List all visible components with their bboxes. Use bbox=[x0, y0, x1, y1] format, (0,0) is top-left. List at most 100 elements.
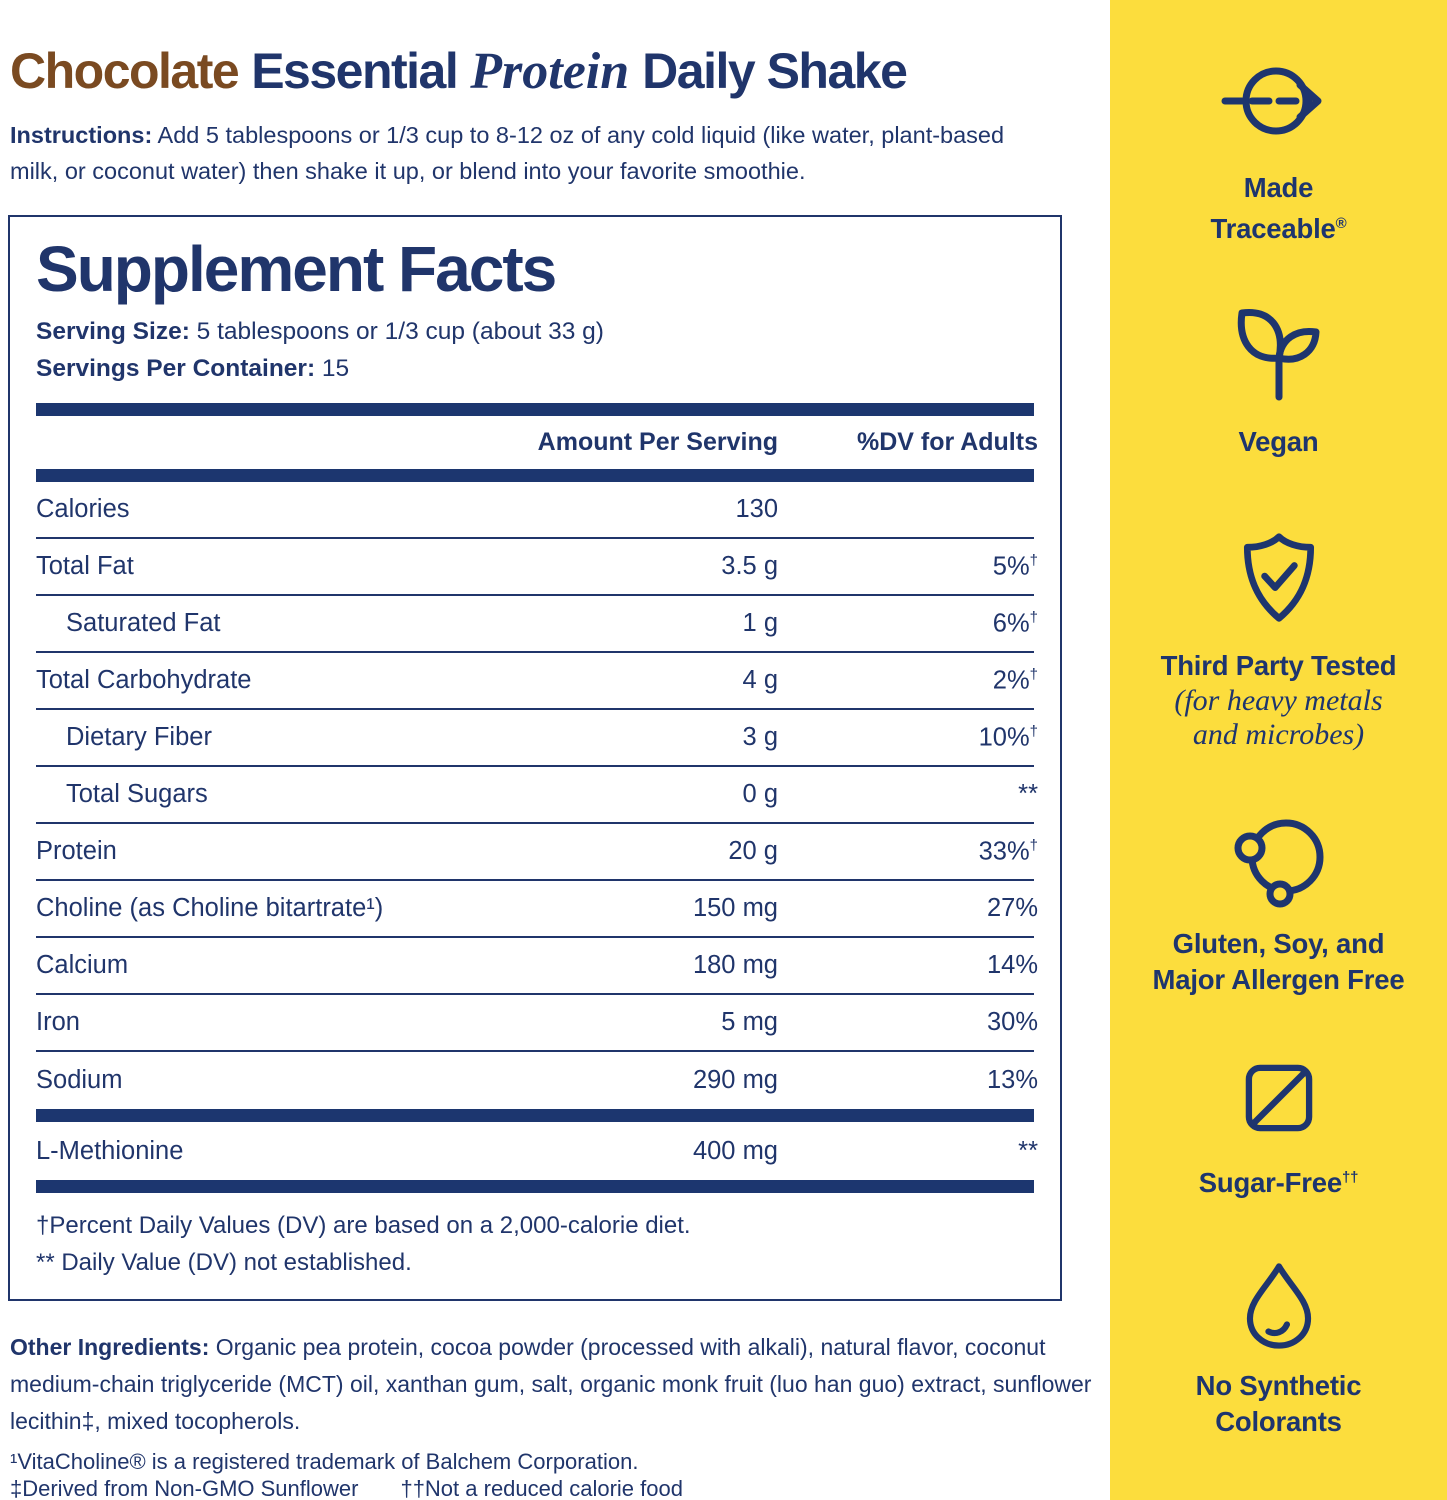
fact-row: Protein 20 g 33%† bbox=[36, 824, 1038, 881]
title-part2: Essential bbox=[251, 43, 459, 99]
facts-rows: Calories 130 Total Fat 3.5 g 5%† Saturated Fa… bbox=[36, 482, 1038, 1109]
serving-size-line: Serving Size: 5 tablespoons or 1/3 cup (… bbox=[36, 313, 1034, 350]
supplement-facts-heading: Supplement Facts bbox=[36, 233, 557, 305]
page-title: Chocolate Essential Protein Daily Shake bbox=[10, 42, 1110, 101]
footnote-daily-values: †Percent Daily Values (DV) are based on … bbox=[36, 1212, 691, 1239]
allergen-free-icon bbox=[1110, 810, 1447, 910]
badge-sublabel: and microbes) bbox=[1192, 718, 1365, 751]
vegan-icon bbox=[1110, 296, 1447, 402]
calorie-note: ††Not a reduced calorie food bbox=[400, 1476, 683, 1500]
fact-dv: 14% bbox=[986, 951, 1038, 979]
vitacholine-trademark-note: ¹VitaCholine® is a registered trademark … bbox=[10, 1449, 639, 1474]
fact-dv: 33%† bbox=[978, 836, 1038, 866]
title-part3: Protein bbox=[470, 43, 630, 100]
facts-footnotes: †Percent Daily Values (DV) are based on … bbox=[36, 1207, 1034, 1281]
sugar-free-icon bbox=[1110, 1062, 1447, 1134]
badge-allergen-free: Gluten, Soy, and Major Allergen Free bbox=[1110, 810, 1447, 998]
serving-info: Serving Size: 5 tablespoons or 1/3 cup (… bbox=[36, 313, 1034, 387]
fact-amount: 1 g bbox=[742, 609, 778, 637]
sunflower-note: ‡Derived from Non-GMO Sunflower bbox=[10, 1476, 359, 1500]
fact-row: Dietary Fiber 3 g 10%† bbox=[36, 710, 1038, 767]
badge-sublabel: (for heavy metals bbox=[1174, 684, 1383, 717]
badge-label: Vegan bbox=[1238, 426, 1319, 457]
divider-bar bbox=[36, 403, 1034, 416]
fact-label: Calcium bbox=[36, 951, 129, 979]
fact-amount: 130 bbox=[735, 495, 778, 523]
fact-amount: 180 mg bbox=[692, 951, 778, 979]
fact-dv: 27% bbox=[986, 894, 1038, 922]
fact-row: Iron 5 mg 30% bbox=[36, 995, 1038, 1052]
label-content: Chocolate Essential Protein Daily Shake Ins… bbox=[8, 42, 1110, 1500]
badge-label: Made bbox=[1243, 172, 1314, 203]
badge-label: Major Allergen Free bbox=[1152, 964, 1405, 995]
fact-row: Total Sugars 0 g ** bbox=[36, 767, 1038, 824]
servings-per-container-line: Servings Per Container: 15 bbox=[36, 350, 1034, 387]
fact-amount: 400 mg bbox=[692, 1136, 778, 1165]
fact-amount: 5 mg bbox=[721, 1008, 778, 1036]
title-flavor: Chocolate bbox=[10, 43, 240, 99]
servings-label: Servings Per Container: bbox=[36, 355, 316, 382]
column-header-amount: Amount Per Serving bbox=[537, 428, 778, 456]
fact-amount: 3.5 g bbox=[721, 552, 778, 580]
footnote-dv-not-established: ** Daily Value (DV) not established. bbox=[36, 1249, 412, 1276]
fact-dv: 30% bbox=[986, 1008, 1038, 1036]
fact-label: Calories bbox=[36, 495, 130, 523]
badge-no-synthetic-colorants: No Synthetic Colorants bbox=[1110, 1262, 1447, 1440]
fact-label: Choline (as Choline bitartrate¹) bbox=[36, 894, 384, 922]
facts-column-headers: Amount Per Serving %DV for Adults bbox=[36, 416, 1038, 469]
footnote-symbols-line: ‡Derived from Non-GMO Sunflower ††Not a r… bbox=[10, 1475, 1110, 1500]
fact-row: L-Methionine 400 mg ** bbox=[36, 1122, 1038, 1180]
column-header-dv: %DV for Adults bbox=[856, 428, 1038, 456]
badge-label: Traceable® bbox=[1210, 213, 1347, 245]
fact-label: Iron bbox=[36, 1008, 80, 1036]
other-ingredients-body: Organic pea protein, cocoa powder (proce… bbox=[10, 1334, 1092, 1434]
title-part4: Daily Shake bbox=[642, 43, 908, 99]
fact-dv: ** bbox=[1018, 780, 1038, 808]
fact-label: Saturated Fat bbox=[66, 609, 221, 637]
instructions-body: Add 5 tablespoons or 1/3 cup to 8-12 oz … bbox=[10, 122, 1005, 184]
divider-bar bbox=[36, 1180, 1034, 1193]
third-party-tested-icon bbox=[1110, 530, 1447, 626]
fact-dv: 6%† bbox=[992, 608, 1038, 638]
fact-label: Sodium bbox=[36, 1066, 123, 1094]
fact-label: Total Carbohydrate bbox=[36, 666, 252, 694]
badge-label: Sugar-Free†† bbox=[1198, 1167, 1359, 1199]
fact-row: Calories 130 bbox=[36, 482, 1034, 539]
fact-label: Dietary Fiber bbox=[66, 723, 212, 751]
badge-vegan: Vegan bbox=[1110, 296, 1447, 460]
fact-row: Total Fat 3.5 g 5%† bbox=[36, 539, 1038, 596]
no-synthetic-colorants-icon bbox=[1110, 1262, 1447, 1350]
fact-amount: 290 mg bbox=[692, 1066, 778, 1094]
badge-label: Gluten, Soy, and bbox=[1172, 928, 1385, 959]
fact-row: Total Carbohydrate 4 g 2%† bbox=[36, 653, 1038, 710]
supplement-facts-panel: Supplement Facts Serving Size: 5 tablesp… bbox=[8, 215, 1062, 1301]
made-traceable-icon bbox=[1110, 58, 1447, 144]
other-ingredients-label: Other Ingredients: bbox=[10, 1334, 210, 1360]
fact-label: Protein bbox=[36, 837, 117, 865]
instructions-label: Instructions: bbox=[10, 122, 153, 148]
badge-label: No Synthetic bbox=[1195, 1370, 1362, 1401]
servings-value: 15 bbox=[321, 355, 350, 382]
fact-dv: 10%† bbox=[978, 722, 1038, 752]
fact-row: Saturated Fat 1 g 6%† bbox=[36, 596, 1038, 653]
benefits-sidebar: Made Traceable® Vegan Third Party Tested (fo… bbox=[1110, 0, 1447, 1500]
other-ingredients: Other Ingredients: Organic pea protein, … bbox=[10, 1329, 1102, 1440]
fact-amount: 4 g bbox=[742, 666, 778, 694]
fact-dv: 2%† bbox=[992, 665, 1038, 695]
fact-row: Sodium 290 mg 13% bbox=[36, 1052, 1038, 1109]
badge-label: Third Party Tested bbox=[1160, 650, 1397, 681]
fact-amount: 20 g bbox=[728, 837, 778, 865]
fact-label: Total Fat bbox=[36, 552, 134, 580]
divider-bar bbox=[36, 1109, 1034, 1122]
divider-bar bbox=[36, 469, 1034, 482]
fine-print: ¹VitaCholine® is a registered trademark … bbox=[10, 1448, 1110, 1500]
fact-amount: 3 g bbox=[742, 723, 778, 751]
serving-size-label: Serving Size: bbox=[36, 318, 190, 345]
fact-row: Calcium 180 mg 14% bbox=[36, 938, 1038, 995]
fact-dv: 13% bbox=[986, 1066, 1038, 1094]
fact-amount: 0 g bbox=[742, 780, 778, 808]
badge-third-party-tested: Third Party Tested (for heavy metals and m… bbox=[1110, 530, 1447, 752]
facts-extra-rows: L-Methionine 400 mg ** bbox=[36, 1122, 1038, 1180]
serving-size-value: 5 tablespoons or 1/3 cup (about 33 g) bbox=[196, 318, 604, 345]
